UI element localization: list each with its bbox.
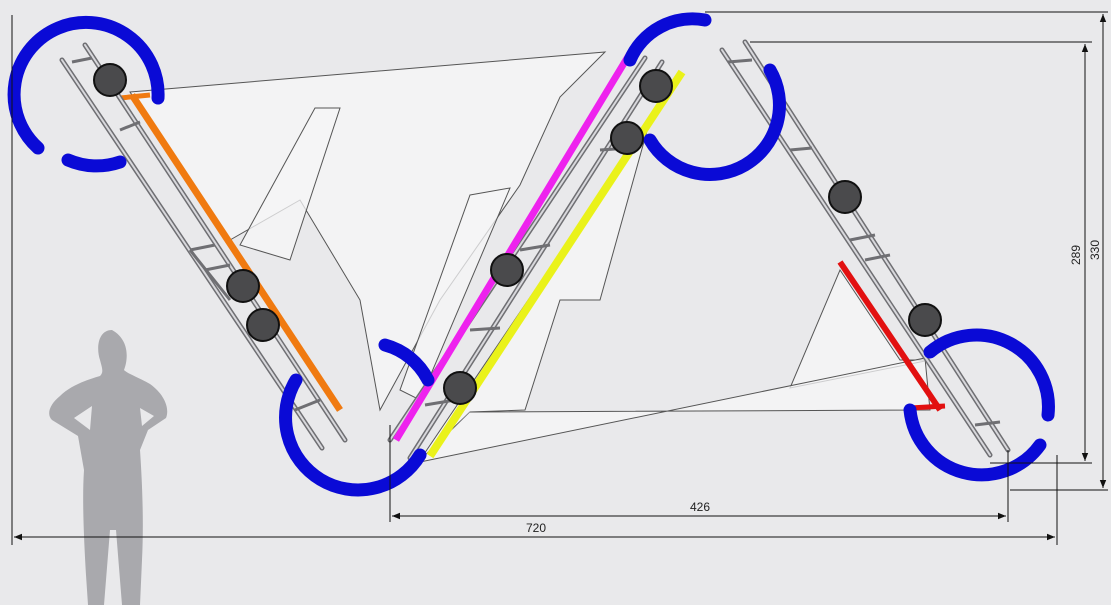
panel <box>239 107 341 261</box>
red-bar <box>837 260 943 412</box>
wheel-arc <box>7 15 165 155</box>
panel-edge <box>419 357 931 463</box>
dimension-label: 720 <box>526 521 546 535</box>
magenta-bar <box>393 48 635 442</box>
human-silhouette <box>49 330 168 605</box>
dimension-lines <box>11 11 1108 545</box>
wheel-arc <box>923 328 1055 422</box>
orange-bar <box>129 93 343 412</box>
wheel-arc <box>61 153 127 173</box>
dimension-label: 330 <box>1088 240 1102 260</box>
dimension-label: 289 <box>1069 245 1083 265</box>
wheel-arc <box>623 12 712 67</box>
ladder-left <box>59 42 348 451</box>
wheel-arc <box>378 338 435 387</box>
wheel-arc <box>903 403 1047 482</box>
dimension-label: 426 <box>690 500 710 514</box>
orange-bar <box>119 92 151 101</box>
ladder-right <box>719 39 1011 458</box>
wheel-arc <box>643 63 786 181</box>
rollers <box>93 63 942 405</box>
wheel-arc <box>279 373 427 497</box>
